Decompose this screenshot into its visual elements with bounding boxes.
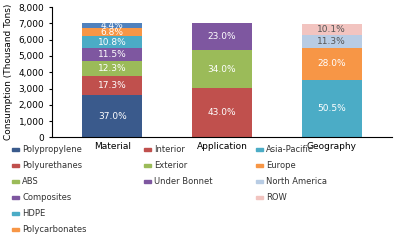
Text: 43.0%: 43.0% [208, 109, 236, 118]
Bar [302, 35, 362, 48]
Text: Europe: Europe [266, 161, 296, 170]
Text: Under Bonnet: Under Bonnet [154, 177, 213, 186]
Bar [82, 95, 142, 137]
Bar [82, 36, 142, 48]
Text: 37.0%: 37.0% [98, 112, 127, 121]
Bar [302, 48, 362, 80]
Bar [192, 23, 252, 50]
Text: 17.3%: 17.3% [98, 81, 127, 90]
Bar [82, 48, 142, 61]
Text: Composites: Composites [22, 193, 72, 202]
Text: HDPE: HDPE [22, 209, 46, 218]
Text: 34.0%: 34.0% [208, 64, 236, 73]
Text: 23.0%: 23.0% [208, 32, 236, 41]
Bar [82, 23, 142, 28]
Bar [82, 28, 142, 36]
Bar [302, 23, 362, 35]
Text: Polycarbonates: Polycarbonates [22, 225, 87, 234]
Bar [192, 50, 252, 88]
Text: 10.1%: 10.1% [317, 25, 346, 34]
Text: ABS: ABS [22, 177, 39, 186]
Y-axis label: Consumption (Thousand Tons): Consumption (Thousand Tons) [4, 4, 13, 141]
Text: 6.8%: 6.8% [101, 28, 124, 37]
Bar [82, 76, 142, 95]
Bar [192, 88, 252, 137]
Text: Exterior: Exterior [154, 161, 188, 170]
Text: Interior: Interior [154, 145, 185, 154]
Text: 11.5%: 11.5% [98, 50, 127, 59]
Text: Polyurethanes: Polyurethanes [22, 161, 82, 170]
Text: North America: North America [266, 177, 328, 186]
Text: 12.3%: 12.3% [98, 64, 127, 73]
Text: Polypropylene: Polypropylene [22, 145, 82, 154]
Text: 10.8%: 10.8% [98, 38, 127, 47]
Bar [82, 61, 142, 76]
Text: 50.5%: 50.5% [317, 104, 346, 113]
Text: 4.4%: 4.4% [101, 21, 124, 30]
Text: Asia-Pacific: Asia-Pacific [266, 145, 314, 154]
Text: 28.0%: 28.0% [317, 59, 346, 68]
Bar [302, 80, 362, 137]
Text: 11.3%: 11.3% [317, 37, 346, 46]
Text: ROW: ROW [266, 193, 287, 202]
